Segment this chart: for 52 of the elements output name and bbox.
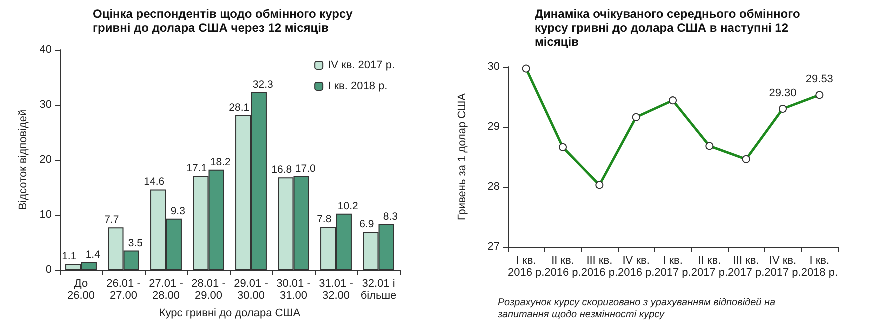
y-axis-title: Гривень за 1 долар США [456, 92, 468, 221]
y-tick-label: 28 [488, 181, 500, 193]
x-tick-label: I кв. 2016 р. [508, 255, 545, 279]
data-label: 3.5 [128, 237, 144, 250]
data-label: 17.1 [186, 162, 208, 174]
x-tick-label: II кв. 2016 р. [544, 255, 582, 279]
legend-label: IV кв. 2017 р. [328, 60, 396, 72]
data-label: 14.6 [144, 176, 165, 188]
y-tick-label: 20 [40, 154, 52, 166]
x-tick-label: IV кв. 2016 р. [618, 255, 655, 279]
data-label: 18.2 [210, 156, 231, 168]
y-tick-label: 27 [488, 241, 500, 253]
y-tick-label: 0 [46, 264, 52, 276]
x-tick-label: 28.01 - 29.00 [192, 278, 226, 302]
x-tick-label: III кв. 2016 р. [581, 255, 618, 279]
x-tick-label: I кв. 2018 р. [801, 255, 838, 279]
data-label: 17.0 [295, 163, 316, 175]
y-tick-label: 30 [40, 99, 52, 111]
data-label: 16.8 [272, 164, 292, 176]
x-tick-label: До 26.00 [67, 278, 96, 302]
text: Розрахунок курсу скориговано з урахуванням відповідей на запитання щодо незмінності курсу [497, 298, 776, 320]
x-tick-label: IV кв. 2017 р. [764, 255, 802, 279]
data-label: 6.9 [360, 218, 374, 231]
y-tick-label: 29 [488, 121, 500, 133]
y-axis-title: Відсоток відповідей [17, 110, 30, 210]
y-tick-label: 40 [40, 44, 52, 56]
y-tick-label: 30 [488, 61, 500, 73]
chart-title: Оцінка респондентів щодо обмінного курсу гривні до долара США через 12 місяців [93, 7, 354, 35]
x-tick-label: 27.01 - 28.00 [149, 278, 184, 302]
data-label: 7.8 [317, 214, 332, 226]
x-tick-label: I кв. 2017 р. [654, 255, 692, 279]
data-label: 1.4 [86, 248, 101, 261]
data-label: 32.3 [252, 78, 274, 91]
data-label: 29.53 [806, 74, 834, 86]
legend-label: I кв. 2018 р. [328, 80, 388, 92]
data-label: 10.2 [338, 200, 358, 212]
data-label: 9.3 [170, 205, 186, 218]
x-tick-label: 31.01 - 32.00 [319, 278, 354, 302]
data-label: 8.3 [383, 210, 398, 223]
y-tick-label: 10 [40, 209, 52, 221]
data-label: 28.1 [229, 102, 250, 114]
data-label: 29.30 [769, 88, 797, 100]
data-label: 1.1 [62, 250, 77, 262]
x-tick-label: 32.01 і більше [360, 278, 397, 302]
data-label: 7.7 [104, 214, 120, 226]
chart-title: Динаміка очікуваного середнього обмінного курсу гривні до долара США в наступні 12 місяців [535, 7, 800, 49]
x-axis-title: Курс гривні до долара США [159, 308, 302, 320]
x-tick-label: 29.01 - 30.00 [234, 278, 269, 302]
x-tick-label: II кв. 2017 р. [691, 255, 728, 279]
x-tick-label: III кв. 2017 р. [728, 255, 765, 279]
x-tick-label: 26.01 - 27.00 [106, 278, 142, 302]
x-tick-label: 30.01 - 31.00 [276, 278, 312, 302]
